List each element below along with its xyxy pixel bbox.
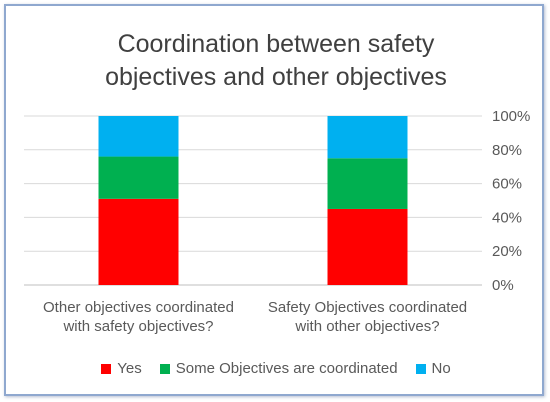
chart-title: Coordination between safety objectives a… [26, 28, 526, 94]
bar-segment-no-1 [98, 116, 179, 157]
legend-swatch-no [415, 363, 426, 374]
legend-item-yes: Yes [101, 360, 142, 377]
chart-frame: Coordination between safety objectives a… [4, 4, 544, 396]
chart-title-line-2: objectives and other objectives [105, 63, 447, 91]
y-tick-label: 100% [492, 108, 530, 125]
y-axis-ticks: 0% 20% 40% 60% 80% 100% [492, 108, 530, 294]
gridlines [24, 115, 482, 286]
x-category-label: Other objectives coordinated [43, 299, 234, 316]
y-tick-label: 0% [492, 277, 514, 294]
y-tick-label: 60% [492, 176, 522, 193]
y-tick-label: 40% [492, 209, 522, 226]
legend-swatch-some [159, 363, 170, 374]
legend-swatch-yes [101, 363, 112, 374]
x-category-label: with other objectives? [294, 318, 439, 335]
bar-segment-some-2 [327, 158, 408, 209]
legend-label-no: No [431, 360, 451, 377]
chart-title-line-1: Coordination between safety [117, 30, 435, 58]
legend: Yes Some Objectives are coordinated No [6, 360, 546, 377]
legend-label-yes: Yes [117, 360, 142, 377]
legend-item-some: Some Objectives are coordinated [159, 360, 398, 377]
y-tick-label: 80% [492, 142, 522, 159]
bar-segment-some-1 [98, 156, 179, 199]
bar-segment-yes-2 [327, 208, 408, 285]
bar-segment-yes-1 [98, 198, 179, 285]
plot-area: 0% 20% 40% 60% 80% 100% Other objectives coor… [24, 108, 530, 335]
bars [98, 116, 408, 285]
y-tick-label: 20% [492, 243, 522, 260]
x-category-label: with safety objectives? [62, 318, 213, 335]
x-category-label: Safety Objectives coordinated [268, 299, 467, 316]
x-axis-categories: Other objectives coordinated with safety … [43, 299, 467, 335]
legend-item-no: No [415, 360, 451, 377]
legend-label-some: Some Objectives are coordinated [175, 360, 398, 377]
bar-segment-no-2 [327, 116, 408, 159]
